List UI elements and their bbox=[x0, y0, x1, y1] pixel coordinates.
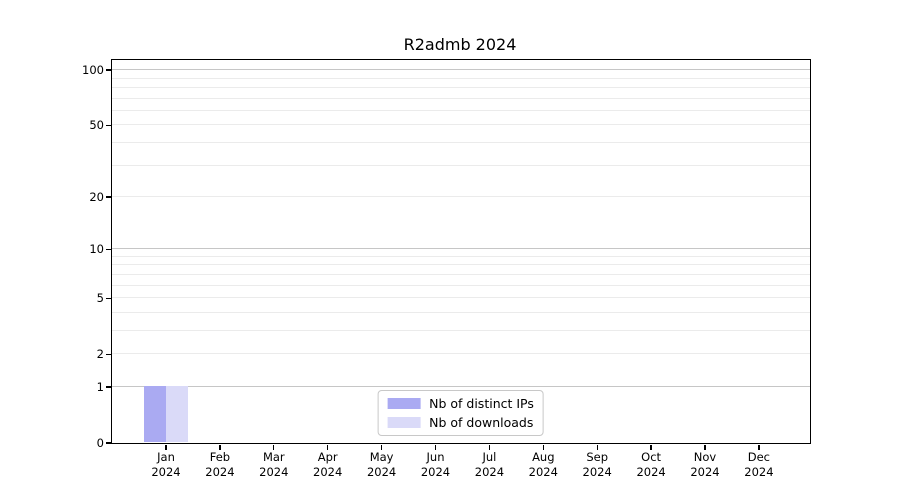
x-tick-year: 2024 bbox=[205, 465, 235, 479]
gridline-minor bbox=[111, 86, 810, 88]
gridline-minor bbox=[111, 311, 810, 313]
y-tick-label: 2 bbox=[96, 347, 104, 362]
x-tick bbox=[542, 444, 544, 450]
x-tick-year: 2024 bbox=[636, 465, 666, 479]
legend-label-distinct-ips: Nb of distinct IPs bbox=[429, 395, 534, 411]
x-tick-month: Nov bbox=[693, 450, 717, 464]
x-tick-year: 2024 bbox=[474, 465, 505, 479]
x-tick-label: Apr 2024 bbox=[296, 450, 360, 480]
gridline-minor bbox=[111, 264, 810, 266]
gridline-minor bbox=[111, 329, 810, 331]
y-tick bbox=[105, 386, 111, 388]
x-tick bbox=[273, 444, 275, 450]
y-tick bbox=[105, 442, 111, 444]
y-tick-label: 100 bbox=[82, 63, 104, 78]
legend-entry-downloads: Nb of downloads bbox=[387, 415, 534, 430]
x-tick-label: Dec 2024 bbox=[727, 450, 791, 480]
bar-distinct-ips bbox=[143, 386, 166, 443]
bar-downloads bbox=[165, 386, 188, 443]
gridline-minor bbox=[111, 255, 810, 257]
x-tick-month: Feb bbox=[209, 450, 231, 464]
x-tick-year: 2024 bbox=[259, 465, 289, 479]
x-tick-year: 2024 bbox=[528, 465, 558, 479]
x-tick bbox=[704, 444, 706, 450]
x-tick-month: Dec bbox=[747, 450, 771, 464]
x-tick-label: Aug 2024 bbox=[511, 450, 575, 480]
x-tick-label: Nov 2024 bbox=[673, 450, 737, 480]
gridline-minor bbox=[111, 97, 810, 99]
y-tick-label: 50 bbox=[89, 118, 104, 133]
gridline-minor bbox=[111, 109, 810, 111]
x-tick-label: Mar 2024 bbox=[242, 450, 306, 480]
x-tick-month: May bbox=[369, 450, 394, 464]
x-tick-month: Jan bbox=[157, 450, 175, 464]
gridline-minor bbox=[111, 77, 810, 79]
gridline-minor bbox=[111, 196, 810, 197]
x-tick bbox=[488, 444, 491, 450]
x-tick bbox=[596, 444, 598, 450]
x-tick-label: Jun 2024 bbox=[404, 450, 468, 480]
x-tick bbox=[165, 444, 167, 450]
x-tick-month: Sep bbox=[586, 450, 609, 464]
gridline-major bbox=[111, 385, 810, 387]
gridline-minor bbox=[111, 353, 810, 355]
x-tick-label: Jan 2024 bbox=[134, 450, 198, 480]
legend-label-downloads: Nb of downloads bbox=[429, 414, 534, 430]
x-tick bbox=[327, 444, 329, 450]
x-tick bbox=[434, 444, 437, 450]
x-tick-month: Oct bbox=[641, 450, 662, 464]
x-tick bbox=[380, 444, 383, 450]
x-tick-label: Jul 2024 bbox=[457, 450, 521, 480]
gridline-minor bbox=[111, 124, 810, 126]
gridline-minor bbox=[111, 297, 810, 299]
x-tick-month: Aug bbox=[532, 450, 555, 464]
y-tick-label: 1 bbox=[96, 379, 104, 394]
y-tick-label: 0 bbox=[96, 436, 104, 450]
gridline-minor bbox=[111, 141, 810, 143]
gridline-minor bbox=[111, 164, 810, 166]
y-tick bbox=[105, 196, 111, 198]
x-tick-label: Oct 2024 bbox=[619, 450, 683, 480]
x-tick-month: Mar bbox=[262, 450, 285, 464]
x-tick-month: Apr bbox=[317, 450, 338, 464]
y-tick bbox=[105, 124, 111, 126]
x-tick-label: Feb 2024 bbox=[188, 450, 252, 480]
y-tick bbox=[105, 297, 111, 299]
y-tick bbox=[105, 353, 111, 355]
legend: Nb of distinct IPs Nb of downloads bbox=[377, 389, 544, 436]
chart-title: R2admb 2024 bbox=[403, 35, 517, 54]
y-tick bbox=[105, 248, 111, 250]
x-tick-year: 2024 bbox=[744, 465, 774, 479]
x-tick-month: Jun bbox=[426, 450, 445, 464]
x-tick-year: 2024 bbox=[366, 465, 397, 479]
gridline-major bbox=[111, 69, 810, 71]
x-tick-year: 2024 bbox=[151, 465, 181, 479]
x-tick-label: May 2024 bbox=[350, 450, 414, 480]
x-tick bbox=[219, 444, 221, 450]
gridline-minor bbox=[111, 284, 810, 286]
legend-swatch-distinct-ips bbox=[387, 397, 421, 409]
y-tick-label: 20 bbox=[89, 190, 104, 204]
x-tick-month: Jul bbox=[482, 450, 497, 464]
legend-swatch-downloads bbox=[387, 416, 421, 428]
x-tick-year: 2024 bbox=[313, 465, 343, 479]
y-tick-label: 10 bbox=[89, 242, 104, 257]
x-tick bbox=[650, 444, 652, 450]
y-tick-label: 5 bbox=[96, 291, 104, 306]
y-tick bbox=[105, 69, 111, 71]
gridline-major bbox=[111, 248, 810, 250]
x-tick-label: Sep 2024 bbox=[565, 450, 629, 480]
x-tick-year: 2024 bbox=[582, 465, 612, 479]
plot-area: Nb of distinct IPs Nb of downloads bbox=[110, 58, 811, 444]
x-tick-year: 2024 bbox=[420, 465, 451, 479]
x-tick bbox=[758, 444, 760, 450]
legend-entry-distinct-ips: Nb of distinct IPs bbox=[387, 396, 534, 411]
x-tick-year: 2024 bbox=[690, 465, 720, 479]
gridline-minor bbox=[111, 273, 810, 275]
